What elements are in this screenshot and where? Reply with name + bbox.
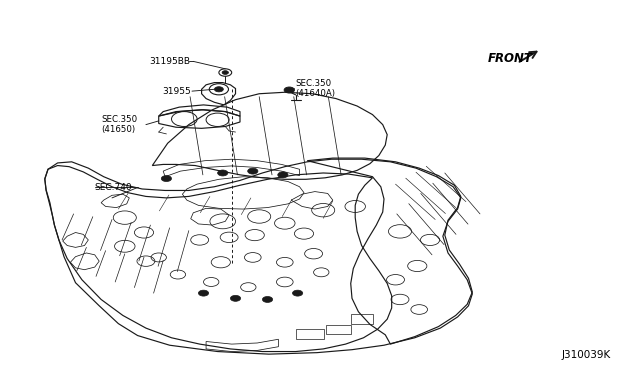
Circle shape bbox=[262, 296, 273, 302]
Circle shape bbox=[284, 87, 294, 93]
Bar bbox=[296, 329, 324, 339]
Text: SEC.350
(41640A): SEC.350 (41640A) bbox=[296, 79, 336, 98]
Text: SEC.740: SEC.740 bbox=[95, 183, 132, 192]
Text: 31195BB: 31195BB bbox=[150, 57, 191, 66]
Circle shape bbox=[222, 71, 228, 74]
Circle shape bbox=[198, 290, 209, 296]
Circle shape bbox=[214, 87, 223, 92]
Text: J310039K: J310039K bbox=[562, 350, 611, 360]
Circle shape bbox=[248, 168, 258, 174]
Bar bbox=[326, 325, 351, 334]
Circle shape bbox=[278, 172, 288, 178]
Text: 31955: 31955 bbox=[162, 87, 191, 96]
Circle shape bbox=[161, 176, 172, 182]
Text: SEC.350
(41650): SEC.350 (41650) bbox=[101, 115, 137, 134]
Text: FRONT: FRONT bbox=[488, 52, 532, 65]
Circle shape bbox=[218, 170, 228, 176]
Circle shape bbox=[230, 295, 241, 301]
Circle shape bbox=[292, 290, 303, 296]
Bar bbox=[351, 314, 373, 324]
